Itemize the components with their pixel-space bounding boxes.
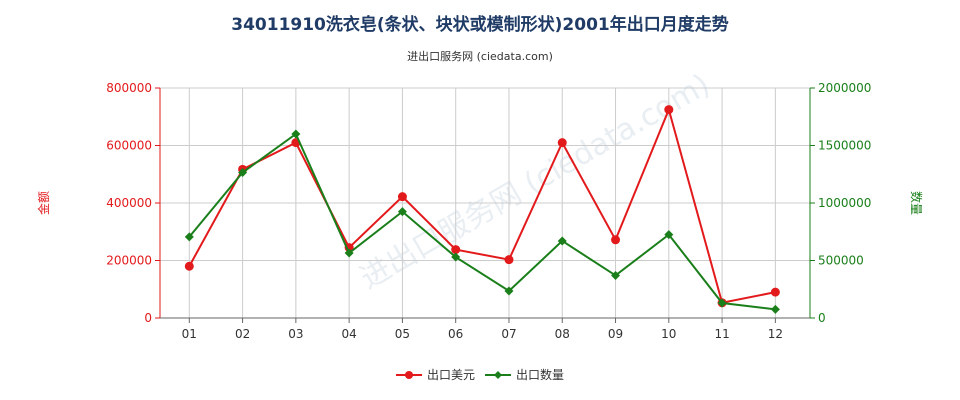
right-tick-label: 500000 [818,254,864,268]
left-tick-label: 200000 [106,254,152,268]
chart-title: 34011910洗衣皂(条状、块状或模制形状)2001年出口月度走势 [231,15,729,35]
data-point-amount [184,261,194,271]
x-tick-label: 02 [235,327,250,341]
data-point-amount [611,235,621,245]
left-tick-label: 400000 [106,196,152,210]
x-tick-label: 11 [714,327,729,341]
watermark: 进出口服务网 (ciedata.com) [354,67,716,296]
right-tick-label: 1500000 [818,139,871,153]
data-point-quantity [451,252,461,262]
data-point-quantity [504,286,514,296]
x-tick-label: 08 [555,327,570,341]
right-tick-label: 2000000 [818,81,871,95]
x-tick-label: 09 [608,327,623,341]
legend-label-1: 出口美元 [427,368,475,382]
data-point-quantity [557,236,567,246]
data-point-quantity [184,232,194,242]
legend-marker-amount [405,371,413,379]
chart-subtitle: 进出口服务网 (ciedata.com) [407,50,553,63]
data-point-quantity [291,129,301,139]
data-point-amount [504,255,514,265]
left-tick-label: 800000 [106,81,152,95]
data-point-amount [664,105,674,115]
data-point-quantity [397,207,407,217]
left-axis-title: 金额 [36,191,51,215]
right-tick-label: 0 [818,311,826,325]
data-point-quantity [611,270,621,280]
x-tick-label: 03 [288,327,303,341]
series-line-2 [188,132,776,311]
x-tick-label: 04 [341,327,356,341]
data-point-amount [770,287,780,297]
x-tick-label: 07 [501,327,516,341]
legend-label-2: 出口数量 [516,367,564,382]
data-point-quantity [770,304,780,314]
data-point-quantity [717,298,727,308]
data-point-amount [397,192,407,202]
x-tick-label: 12 [768,327,783,341]
legend: 出口美元 出口数量 [396,367,564,382]
left-tick-label: 600000 [106,139,152,153]
x-tick-label: 06 [448,327,463,341]
series [184,105,780,314]
axes: 0 200000 400000 600000 800000 0 500000 1000000 1… [36,81,924,341]
series-line-1 [188,106,776,304]
x-tick-label: 01 [182,327,197,341]
x-tick-label: 05 [395,327,410,341]
data-point-amount [451,245,461,255]
x-tick-label: 10 [661,327,676,341]
right-axis-title: 数量 [909,191,924,215]
legend-marker-quantity [494,371,502,379]
grid [159,87,811,319]
data-point-quantity [664,230,674,240]
data-point-quantity [238,168,248,178]
left-tick-label: 0 [144,311,152,325]
data-point-quantity [344,248,354,258]
right-tick-label: 1000000 [818,196,871,210]
data-point-amount [557,138,567,148]
